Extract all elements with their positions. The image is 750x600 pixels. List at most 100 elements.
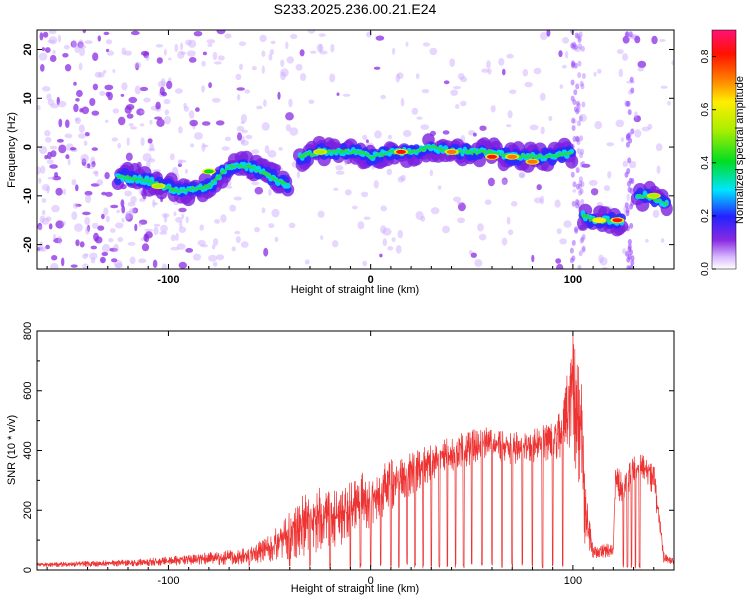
ridge-blob xyxy=(366,152,370,157)
ridge-blob xyxy=(135,179,140,184)
streak-blob xyxy=(578,189,583,196)
noise-blob xyxy=(160,78,166,87)
streak-blob xyxy=(578,250,583,257)
noise-blob xyxy=(177,159,183,166)
noise-blob xyxy=(507,110,513,119)
snr-marks xyxy=(37,332,674,569)
noise-blob xyxy=(603,185,611,192)
noise-blob xyxy=(202,144,209,148)
noise-blob xyxy=(138,219,148,225)
streak-blob xyxy=(575,202,579,209)
noise-blob xyxy=(415,211,424,220)
ridge-blob xyxy=(608,220,611,223)
noise-blob xyxy=(84,190,93,196)
peak-mark xyxy=(507,154,518,159)
streak-blob xyxy=(571,125,576,131)
streak-blob xyxy=(579,152,583,159)
noise-blob xyxy=(57,34,62,43)
streak-blob xyxy=(624,202,629,209)
noise-blob xyxy=(117,142,121,149)
noise-blob xyxy=(142,153,152,162)
noise-blob xyxy=(363,216,371,220)
noise-blob xyxy=(78,62,83,71)
noise-blob xyxy=(251,66,257,71)
noise-blob xyxy=(502,68,506,76)
noise-blob xyxy=(397,176,405,183)
streak-blob xyxy=(580,148,585,155)
noise-blob xyxy=(241,129,248,134)
noise-blob xyxy=(112,108,120,114)
ridge-blob xyxy=(305,152,309,156)
noise-blob xyxy=(104,172,110,180)
noise-blob xyxy=(156,118,165,128)
noise-blob xyxy=(75,117,81,125)
noise-blob xyxy=(70,264,78,268)
noise-blob xyxy=(201,85,206,93)
noise-blob xyxy=(318,33,326,37)
noise-blob xyxy=(259,34,267,43)
ridge-blob xyxy=(177,190,181,194)
noise-blob xyxy=(357,221,365,230)
ridge-blob xyxy=(421,147,426,152)
noise-blob xyxy=(140,137,145,147)
noise-blob xyxy=(655,143,663,152)
noise-blob xyxy=(484,199,492,205)
y-tick-label: 400 xyxy=(22,441,34,459)
noise-blob xyxy=(333,187,339,191)
x-tick-label: 100 xyxy=(564,274,582,286)
streak-blob xyxy=(576,33,581,40)
noise-blob xyxy=(159,231,168,235)
ridge-blob xyxy=(468,148,472,154)
noise-blob xyxy=(37,166,41,175)
ridge-blob xyxy=(198,187,202,190)
noise-blob xyxy=(380,205,388,212)
noise-blob xyxy=(91,110,100,116)
ridge-blob xyxy=(461,151,464,154)
noise-blob xyxy=(382,238,388,247)
noise-blob xyxy=(90,183,100,187)
noise-blob xyxy=(379,253,383,258)
noise-blob xyxy=(97,72,105,78)
noise-blob xyxy=(145,55,150,61)
noise-blob xyxy=(125,152,133,161)
noise-blob xyxy=(148,147,156,152)
noise-blob xyxy=(652,209,660,218)
noise-blob xyxy=(41,184,50,191)
noise-blob xyxy=(429,169,434,177)
ridge-blob xyxy=(424,144,428,150)
noise-blob xyxy=(180,42,184,51)
ridge-blob xyxy=(435,148,441,155)
noise-blob xyxy=(81,158,87,167)
noise-blob xyxy=(442,225,450,234)
noise-blob xyxy=(113,260,123,268)
noise-blob xyxy=(65,154,70,160)
noise-blob xyxy=(183,106,190,112)
noise-blob xyxy=(117,236,124,243)
noise-blob xyxy=(126,113,134,119)
y-tick-label: 0 xyxy=(22,144,34,150)
noise-blob xyxy=(622,35,630,44)
noise-blob xyxy=(55,220,64,229)
noise-blob xyxy=(344,158,348,166)
noise-blob xyxy=(320,235,324,240)
chart-title: S233.2025.236.00.21.E24 xyxy=(274,1,437,17)
streak-blob xyxy=(629,203,633,210)
noise-blob xyxy=(481,68,489,73)
noise-blob xyxy=(138,258,147,264)
noise-blob xyxy=(178,226,187,233)
noise-blob xyxy=(224,136,231,142)
noise-blob xyxy=(109,247,118,252)
noise-blob xyxy=(634,129,642,138)
ridge-blob xyxy=(588,217,592,222)
noise-blob xyxy=(487,177,495,187)
noise-blob xyxy=(55,187,63,196)
noise-blob xyxy=(56,96,60,106)
noise-blob xyxy=(62,220,66,226)
noise-blob xyxy=(498,58,505,66)
noise-blob xyxy=(48,223,53,230)
ridge-blob xyxy=(465,149,469,155)
noise-blob xyxy=(89,252,98,260)
noise-blob xyxy=(177,50,185,60)
noise-blob xyxy=(329,73,336,83)
ridge-blob xyxy=(439,147,442,153)
